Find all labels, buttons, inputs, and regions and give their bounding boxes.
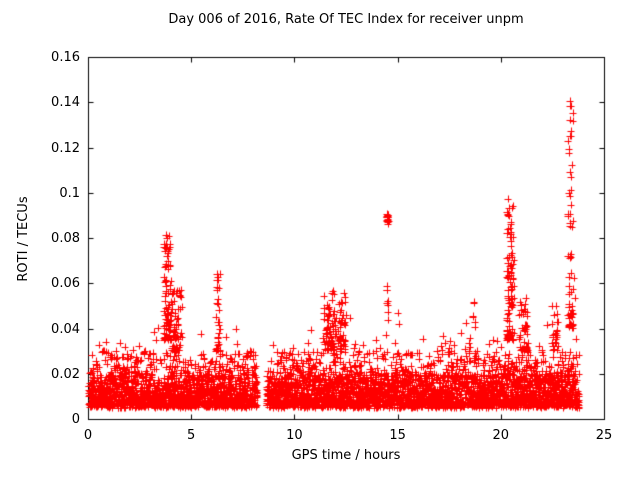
- y-tick-label: 0.04: [51, 321, 80, 337]
- chart-title: Day 006 of 2016, Rate Of TEC Index for r…: [168, 12, 524, 27]
- x-axis-label: GPS time / hours: [291, 448, 401, 463]
- y-tick-label: 0.06: [51, 276, 80, 292]
- y-tick-label: 0.12: [51, 140, 80, 156]
- y-tick-label: 0.1: [59, 185, 80, 201]
- y-tick-label: 0.02: [51, 366, 80, 382]
- y-tick-label: 0.16: [51, 50, 80, 65]
- y-tick-label: 0.14: [51, 95, 80, 111]
- y-tick-label: 0.08: [51, 231, 80, 246]
- x-tick-label: 0: [83, 428, 93, 443]
- y-tick-label: 0: [71, 412, 80, 427]
- x-tick-label: 5: [187, 428, 196, 443]
- x-tick-label: 25: [595, 428, 613, 443]
- x-tick-label: 10: [286, 428, 303, 443]
- x-tick-label: 15: [389, 428, 406, 443]
- x-tick-label: 20: [492, 428, 510, 443]
